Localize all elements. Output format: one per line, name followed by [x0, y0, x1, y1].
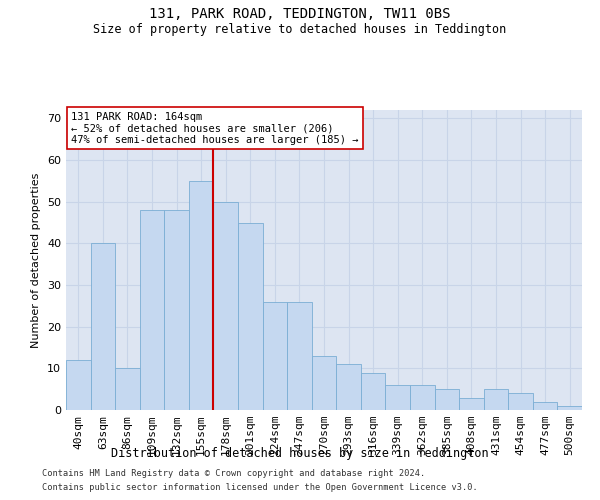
Text: Size of property relative to detached houses in Teddington: Size of property relative to detached ho…: [94, 22, 506, 36]
Bar: [508, 394, 533, 410]
Bar: [214, 202, 238, 410]
Bar: [557, 406, 582, 410]
Bar: [385, 385, 410, 410]
Bar: [533, 402, 557, 410]
Bar: [434, 389, 459, 410]
Bar: [459, 398, 484, 410]
Bar: [164, 210, 189, 410]
Bar: [484, 389, 508, 410]
Bar: [66, 360, 91, 410]
Bar: [410, 385, 434, 410]
Bar: [91, 244, 115, 410]
Text: Contains HM Land Registry data © Crown copyright and database right 2024.: Contains HM Land Registry data © Crown c…: [42, 468, 425, 477]
Bar: [287, 302, 312, 410]
Text: 131, PARK ROAD, TEDDINGTON, TW11 0BS: 131, PARK ROAD, TEDDINGTON, TW11 0BS: [149, 8, 451, 22]
Bar: [189, 181, 214, 410]
Text: Distribution of detached houses by size in Teddington: Distribution of detached houses by size …: [111, 448, 489, 460]
Bar: [140, 210, 164, 410]
Bar: [312, 356, 336, 410]
Bar: [336, 364, 361, 410]
Y-axis label: Number of detached properties: Number of detached properties: [31, 172, 41, 348]
Bar: [263, 302, 287, 410]
Bar: [115, 368, 140, 410]
Text: 131 PARK ROAD: 164sqm
← 52% of detached houses are smaller (206)
47% of semi-det: 131 PARK ROAD: 164sqm ← 52% of detached …: [71, 112, 359, 144]
Bar: [361, 372, 385, 410]
Text: Contains public sector information licensed under the Open Government Licence v3: Contains public sector information licen…: [42, 484, 478, 492]
Bar: [238, 222, 263, 410]
